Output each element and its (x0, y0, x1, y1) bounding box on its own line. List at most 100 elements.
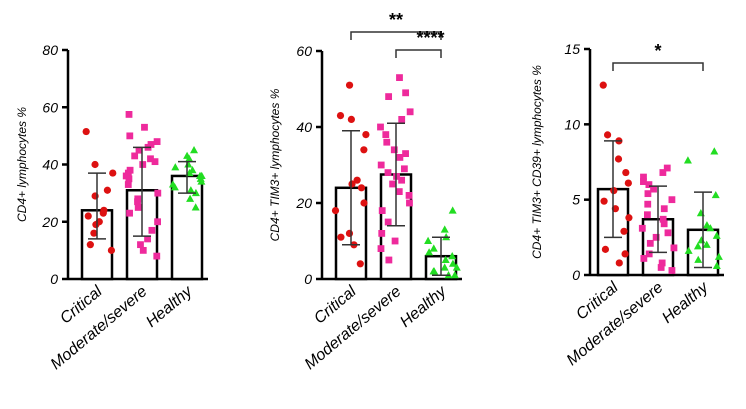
data-point (147, 155, 154, 163)
data-point (712, 261, 721, 269)
significance-label: * (654, 41, 661, 61)
data-point (657, 264, 665, 271)
data-point (599, 81, 607, 89)
data-point (153, 138, 161, 145)
data-point (406, 108, 414, 116)
data-point (710, 147, 719, 155)
data-point (406, 199, 413, 207)
y-tick-label: 60 (42, 99, 58, 115)
data-point (610, 187, 618, 195)
data-point (390, 146, 398, 154)
data-point (645, 181, 653, 188)
y-tick-label: 40 (296, 119, 312, 135)
data-point (424, 236, 433, 244)
data-point (448, 252, 457, 260)
data-point (650, 185, 657, 193)
y-tick-label: 0 (50, 271, 58, 287)
data-point (601, 245, 610, 253)
data-point (389, 180, 397, 188)
data-point (107, 246, 116, 254)
data-point (356, 260, 364, 268)
data-point (360, 146, 368, 154)
data-point (683, 156, 692, 164)
data-point (190, 145, 199, 154)
data-point (148, 226, 156, 234)
data-point (171, 163, 180, 171)
data-point (348, 180, 356, 188)
data-point (644, 200, 652, 208)
data-point (625, 214, 633, 222)
data-point (385, 256, 393, 264)
data-point (91, 160, 99, 169)
significance-bracket (395, 49, 442, 58)
significance-bracket (612, 62, 704, 71)
data-point (345, 229, 354, 237)
data-point (450, 271, 459, 279)
data-point (603, 131, 612, 139)
data-point (109, 169, 117, 177)
data-point (124, 181, 132, 188)
data-point (357, 184, 366, 192)
y-tick-label: 10 (564, 116, 580, 132)
data-point (668, 267, 676, 274)
significance-bracket (350, 31, 442, 40)
data-point (652, 233, 660, 241)
data-point (154, 189, 162, 197)
data-point (621, 250, 629, 258)
data-point (658, 259, 666, 267)
data-point (377, 161, 385, 169)
data-point (377, 245, 385, 252)
y-tick-label: 60 (296, 43, 312, 59)
data-point (347, 115, 355, 123)
data-point (362, 131, 370, 139)
data-point (706, 224, 715, 232)
data-point (400, 165, 408, 173)
data-point (441, 255, 450, 263)
data-point (135, 146, 143, 154)
data-point (398, 176, 406, 184)
data-point (644, 190, 652, 198)
data-point (620, 227, 628, 235)
y-tick-label: 0 (304, 271, 312, 287)
y-axis-label: CD4+ TIM3+ lymphocytes % (268, 88, 282, 241)
data-point (151, 158, 159, 166)
data-point (684, 246, 693, 254)
data-point (86, 241, 94, 249)
data-point (382, 131, 390, 138)
data-point (644, 211, 651, 219)
data-point (668, 196, 676, 204)
data-point (125, 175, 133, 183)
significance-label: **** (416, 28, 444, 48)
data-point (103, 186, 112, 194)
data-point (640, 173, 647, 181)
data-point (660, 205, 668, 213)
data-point (395, 188, 403, 195)
data-point (640, 255, 648, 262)
data-point (429, 267, 438, 275)
data-point (391, 237, 399, 245)
data-point (694, 255, 703, 263)
y-axis-label: CD4+ lymphocytes % (15, 107, 29, 222)
data-point (402, 89, 410, 97)
data-point (82, 127, 90, 136)
data-point (154, 218, 161, 226)
data-point (396, 74, 403, 81)
data-point (396, 154, 404, 161)
data-point (714, 252, 723, 260)
data-point (384, 169, 392, 176)
data-point (137, 241, 144, 249)
data-point (141, 123, 148, 131)
data-point (405, 192, 413, 199)
data-point (640, 178, 647, 185)
data-point (153, 252, 161, 260)
data-point (693, 242, 702, 250)
data-point (126, 209, 133, 217)
data-point (600, 197, 608, 205)
data-point (125, 111, 133, 118)
data-point (336, 112, 345, 120)
data-point (615, 259, 623, 267)
y-tick-label: 5 (572, 192, 580, 208)
